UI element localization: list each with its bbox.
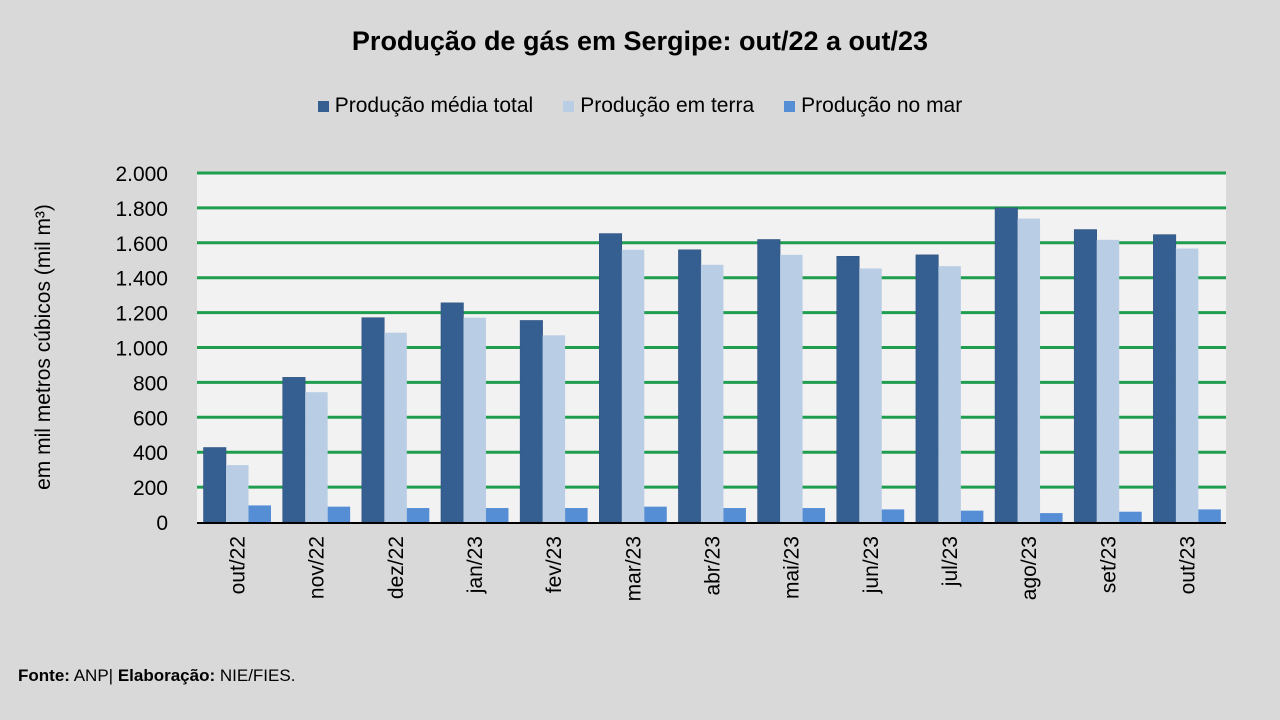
x-tick-label: abr/23 xyxy=(702,536,725,596)
y-tick-label: 800 xyxy=(133,372,168,395)
y-tick-label: 400 xyxy=(133,442,168,465)
bar-mar xyxy=(802,508,826,522)
bar-mar xyxy=(644,506,667,522)
bar-terra xyxy=(1096,239,1120,522)
bar-mar xyxy=(1119,511,1142,522)
bar-mar xyxy=(723,508,746,522)
y-tick-label: 1.200 xyxy=(115,303,168,326)
legend-item-total: Produção média total xyxy=(317,94,534,118)
legend-item-terra: Produção em terra xyxy=(563,94,754,118)
legend-swatch xyxy=(317,100,329,112)
x-tick-label: jun/23 xyxy=(860,536,883,594)
bar-total xyxy=(836,255,860,523)
y-tick-label: 200 xyxy=(133,477,168,500)
bar-total xyxy=(519,320,543,523)
legend-swatch xyxy=(563,100,575,112)
source-value: ANP| xyxy=(69,666,118,685)
bar-terra xyxy=(384,332,407,522)
elaboration-label: Elaboração: xyxy=(117,666,216,685)
x-tick-label: set/23 xyxy=(1097,536,1120,593)
legend-label: Produção média total xyxy=(334,94,534,117)
bar-terra xyxy=(542,335,566,522)
source-label: Fonte: xyxy=(18,666,70,685)
bar-total xyxy=(599,233,623,523)
x-tick-label: jan/23 xyxy=(464,536,487,594)
footer-source: Fonte: ANP| Elaboração: NIE/FIES. xyxy=(18,666,295,686)
bar-mar xyxy=(248,505,271,522)
bar-terra xyxy=(621,249,645,522)
bar-terra xyxy=(1175,248,1199,522)
bar-terra xyxy=(1017,218,1041,522)
x-tick-label: dez/22 xyxy=(385,536,408,599)
bar-mar xyxy=(1040,513,1063,522)
bar-terra xyxy=(700,264,724,522)
bar-terra xyxy=(938,266,961,522)
bar-total xyxy=(282,377,306,523)
y-tick-label: 0 xyxy=(156,512,168,535)
legend-label: Produção em terra xyxy=(580,94,755,117)
legend-label: Produção no mar xyxy=(801,94,963,117)
y-tick-label: 1.400 xyxy=(115,268,168,291)
legend: Produção média total Produção em terra P… xyxy=(0,94,1280,118)
y-tick-label: 2.000 xyxy=(115,163,168,186)
bar-total xyxy=(361,317,385,523)
bar-terra xyxy=(226,465,249,522)
y-tick-label: 600 xyxy=(133,407,168,430)
bar-terra xyxy=(305,392,328,522)
x-tick-label: jul/23 xyxy=(939,536,962,587)
x-tick-label: ago/23 xyxy=(1018,536,1041,600)
x-tick-label: nov/22 xyxy=(306,536,329,599)
bar-mar xyxy=(1198,509,1221,522)
bar-total xyxy=(994,207,1018,523)
bar-mar xyxy=(881,509,905,522)
bar-total xyxy=(1153,234,1177,523)
x-tick-label: mar/23 xyxy=(622,536,645,601)
bar-terra xyxy=(463,317,486,522)
elaboration-value: NIE/FIES. xyxy=(215,666,296,685)
bar-mar xyxy=(565,508,588,522)
x-tick-label: mai/23 xyxy=(781,536,804,599)
bar-terra xyxy=(859,268,882,522)
chart-title: Produção de gás em Sergipe: out/22 a out… xyxy=(351,26,929,56)
bar-total xyxy=(203,447,227,523)
x-tick-label: out/22 xyxy=(227,536,250,594)
bar-total xyxy=(915,254,939,523)
bar-mar xyxy=(327,506,351,522)
y-tick-label: 1.600 xyxy=(115,233,168,256)
bar-total xyxy=(440,302,464,523)
bar-mar xyxy=(960,510,984,522)
legend-item-mar: Produção no mar xyxy=(784,94,962,118)
x-tick-label: out/23 xyxy=(1176,536,1199,594)
bar-total xyxy=(1073,229,1097,523)
bar-total xyxy=(678,249,702,523)
bar-terra xyxy=(780,254,803,522)
bar-mar xyxy=(485,508,509,522)
bar-mar xyxy=(406,508,430,522)
y-tick-label: 1.800 xyxy=(115,198,168,221)
bar-total xyxy=(757,239,781,523)
x-tick-label: fev/23 xyxy=(543,536,566,593)
y-tick-label: 1.000 xyxy=(115,338,168,361)
legend-swatch xyxy=(784,100,796,112)
